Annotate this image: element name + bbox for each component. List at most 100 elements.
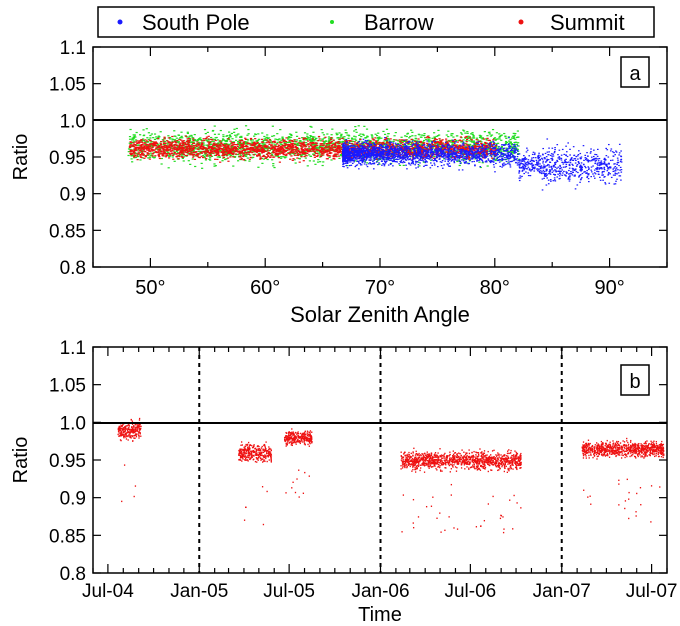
data-point — [188, 139, 191, 141]
data-point — [225, 158, 228, 160]
data-point — [496, 147, 499, 149]
data-point — [127, 148, 131, 150]
data-point — [489, 154, 492, 156]
data-point — [418, 145, 421, 148]
data-point — [365, 128, 369, 130]
data-point — [444, 148, 447, 150]
data-point — [372, 139, 375, 141]
data-point — [242, 143, 245, 145]
data-point — [403, 157, 406, 159]
data-point — [288, 141, 291, 143]
data-point — [451, 141, 454, 144]
data-point — [202, 146, 206, 148]
data-point — [290, 143, 293, 145]
data-point — [133, 144, 136, 146]
data-point — [283, 157, 287, 159]
data-point — [145, 154, 148, 157]
data-point — [182, 147, 185, 149]
data-point — [294, 162, 297, 164]
data-point — [159, 143, 163, 145]
data-point — [396, 142, 400, 145]
data-point — [323, 137, 326, 139]
data-point — [157, 154, 160, 157]
data-point — [362, 134, 365, 136]
data-point — [200, 152, 203, 154]
data-point — [400, 136, 403, 138]
data-point — [501, 163, 504, 165]
data-point — [356, 142, 358, 144]
data-point — [237, 133, 240, 135]
data-point — [466, 138, 469, 141]
data-point — [262, 148, 266, 150]
data-point — [182, 144, 185, 146]
data-point — [442, 158, 446, 160]
data-point — [233, 128, 236, 130]
data-point — [189, 142, 192, 144]
data-point — [485, 138, 488, 140]
data-point — [289, 133, 293, 136]
data-point — [424, 150, 426, 152]
data-point — [451, 156, 454, 158]
data-point — [437, 151, 439, 153]
data-point — [254, 148, 257, 150]
data-point — [584, 170, 586, 173]
data-point — [176, 147, 179, 149]
data-point — [311, 136, 315, 138]
data-point — [210, 146, 213, 148]
data-point — [294, 145, 297, 148]
data-point — [131, 154, 134, 156]
data-point — [147, 144, 150, 146]
data-point — [398, 139, 401, 141]
data-point — [429, 144, 432, 146]
data-point — [168, 136, 172, 139]
data-point — [530, 159, 533, 161]
data-point — [154, 147, 158, 149]
data-point — [281, 138, 284, 140]
data-point — [333, 146, 337, 149]
data-point — [197, 147, 200, 149]
data-point — [273, 143, 276, 145]
data-point — [468, 136, 471, 138]
data-point — [339, 135, 343, 137]
data-point — [148, 145, 151, 147]
data-point — [238, 150, 241, 152]
data-point — [393, 149, 396, 151]
data-point — [272, 152, 276, 154]
data-point — [308, 137, 311, 139]
data-point — [235, 136, 238, 138]
data-point — [326, 133, 329, 135]
data-point — [289, 145, 292, 147]
data-point — [172, 144, 176, 146]
data-point — [133, 140, 136, 142]
data-point — [296, 157, 299, 159]
data-point — [444, 141, 447, 144]
data-point — [552, 170, 555, 172]
legend: South Pole Barrow Summit — [97, 6, 655, 38]
data-point — [133, 151, 136, 153]
data-point — [230, 132, 233, 135]
data-point — [430, 153, 433, 155]
data-point — [158, 144, 161, 146]
data-point — [246, 141, 249, 143]
data-point — [249, 143, 252, 145]
data-point — [176, 152, 180, 154]
data-point — [186, 151, 189, 154]
data-point — [225, 155, 228, 157]
data-point — [272, 147, 275, 149]
data-point — [296, 154, 300, 157]
data-point — [208, 147, 211, 149]
data-point — [207, 135, 210, 137]
data-point — [132, 138, 135, 140]
data-point — [175, 155, 178, 158]
data-point — [615, 150, 617, 152]
data-point — [296, 148, 299, 150]
data-point — [541, 189, 544, 191]
data-point — [488, 139, 491, 142]
data-point — [215, 150, 218, 152]
data-point — [427, 158, 430, 160]
data-point — [426, 148, 429, 150]
data-point — [256, 141, 259, 143]
data-point — [215, 144, 218, 146]
data-point — [422, 156, 425, 158]
data-point — [470, 133, 473, 135]
